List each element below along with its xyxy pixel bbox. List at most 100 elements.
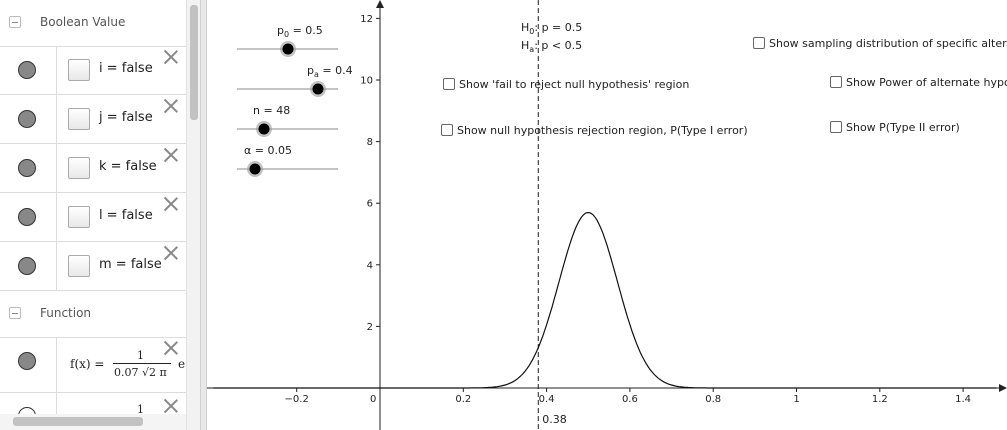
marker-cell — [0, 95, 57, 143]
visibility-toggle-icon[interactable] — [18, 208, 36, 226]
boolean-checkbox[interactable] — [68, 206, 90, 228]
type2-error-label[interactable]: Show P(Type II error) — [846, 121, 960, 134]
delete-icon[interactable] — [162, 146, 180, 164]
fail-to-reject-checkbox[interactable] — [443, 78, 455, 90]
y-tick-label: 12 — [360, 14, 373, 25]
boolean-definition[interactable]: m = false — [99, 257, 162, 272]
algebra-view: Boolean Value i = false j = false k = fa… — [0, 0, 200, 430]
group-header-function[interactable]: Function — [0, 291, 186, 338]
x-tick-label: 1 — [793, 394, 799, 405]
x-tick-label: 0.2 — [455, 394, 471, 405]
function-numerator: 1 — [137, 349, 144, 362]
fail-to-reject-option[interactable]: Show 'fail to reject null hypothesis' re… — [443, 78, 689, 91]
visibility-toggle-icon[interactable] — [18, 110, 36, 128]
sampling-distribution-checkbox[interactable] — [753, 37, 765, 49]
group-title-boolean: Boolean Value — [40, 15, 126, 29]
vertical-scrollbar[interactable] — [186, 0, 200, 430]
visibility-toggle-icon[interactable] — [18, 257, 36, 275]
algebra-row-k[interactable]: k = false — [0, 144, 186, 193]
boolean-definition[interactable]: i = false — [99, 61, 153, 76]
collapse-icon[interactable] — [9, 307, 21, 319]
boolean-definition[interactable]: l = false — [99, 208, 153, 223]
x-tick-label: 0.4 — [539, 394, 555, 405]
x-tick-label: 0 — [370, 394, 376, 405]
y-tick-label: 2 — [367, 322, 373, 333]
x-tick-label: −0.2 — [285, 394, 309, 405]
boolean-checkbox[interactable] — [68, 157, 90, 179]
x-axis-arrow-icon — [999, 384, 1007, 392]
algebra-row-i[interactable]: i = false — [0, 46, 186, 95]
y-tick-label: 8 — [367, 137, 373, 148]
slider-knob[interactable] — [258, 123, 270, 135]
marker-cell — [0, 46, 57, 94]
slider-knob[interactable] — [312, 83, 324, 95]
function-exp: e — [178, 357, 186, 371]
horizontal-scrollbar[interactable] — [0, 414, 186, 430]
delete-icon[interactable] — [162, 339, 180, 357]
delete-icon[interactable] — [162, 397, 180, 415]
marker-cell — [0, 193, 57, 241]
visibility-toggle-icon[interactable] — [18, 352, 36, 370]
delete-icon[interactable] — [162, 195, 180, 213]
panel-divider[interactable] — [200, 0, 207, 430]
x-tick-label: 0.6 — [622, 394, 638, 405]
x-tick-label: 0.8 — [705, 394, 721, 405]
group-header-boolean[interactable]: Boolean Value — [0, 0, 186, 47]
type2-error-option[interactable]: Show P(Type II error) — [830, 121, 960, 134]
power-checkbox[interactable] — [830, 76, 842, 88]
slider-label-n: n = 48 — [253, 104, 290, 117]
boolean-checkbox[interactable] — [68, 108, 90, 130]
alternate-hypothesis-text: Ha: p < 0.5 — [521, 39, 582, 54]
slider-alpha[interactable]: α = 0.05 — [237, 144, 338, 177]
slider-pa[interactable]: pa = 0.4 — [237, 64, 353, 97]
algebra-row-j[interactable]: j = false — [0, 95, 186, 144]
graph-plot[interactable]: 2 4 6 8 10 12 −0.2 0 0.2 0.4 0.6 0.8 1 1.2 1.4 0.38 p… — [207, 0, 1007, 430]
algebra-list: Boolean Value i = false j = false k = fa… — [0, 0, 186, 430]
next-function-numerator: 1 — [137, 403, 144, 416]
collapse-icon[interactable] — [9, 16, 21, 28]
y-axis-arrow-icon — [376, 0, 384, 8]
slider-knob[interactable] — [249, 163, 261, 175]
slider-label-p0: p0 = 0.5 — [277, 24, 323, 39]
slider-knob[interactable] — [282, 43, 294, 55]
graphics-view[interactable]: 2 4 6 8 10 12 −0.2 0 0.2 0.4 0.6 0.8 1 1.2 1.4 0.38 p… — [207, 0, 1007, 430]
boolean-checkbox[interactable] — [68, 255, 90, 277]
slider-n[interactable]: n = 48 — [237, 104, 338, 137]
algebra-row-f[interactable]: f(x) = 1 0.07 √2 π e — [0, 337, 186, 393]
algebra-row-l[interactable]: l = false — [0, 193, 186, 242]
group-title-function: Function — [40, 306, 92, 320]
x-tick-label: 1.4 — [955, 394, 971, 405]
slider-label-alpha: α = 0.05 — [244, 144, 292, 157]
horizontal-scroll-thumb[interactable] — [13, 417, 143, 426]
marker-cell — [0, 242, 57, 290]
slider-label-pa: pa = 0.4 — [307, 64, 353, 79]
rejection-region-option[interactable]: Show null hypothesis rejection region, P… — [441, 124, 748, 137]
sampling-distribution-label[interactable]: Show sampling distribution of specific a… — [769, 37, 1007, 50]
power-label[interactable]: Show Power of alternate hypothesis — [846, 76, 1007, 89]
boolean-checkbox[interactable] — [68, 59, 90, 81]
sampling-distribution-curve[interactable] — [213, 212, 997, 389]
rejection-region-label[interactable]: Show null hypothesis rejection region, P… — [457, 124, 748, 137]
fail-to-reject-label[interactable]: Show 'fail to reject null hypothesis' re… — [459, 78, 690, 91]
boolean-definition[interactable]: j = false — [99, 110, 153, 125]
sampling-distribution-option[interactable]: Show sampling distribution of specific a… — [753, 37, 1007, 50]
function-denominator: 0.07 √2 π — [114, 366, 167, 379]
visibility-toggle-icon[interactable] — [18, 159, 36, 177]
function-lhs[interactable]: f(x) = — [70, 357, 105, 371]
visibility-toggle-icon[interactable] — [18, 61, 36, 79]
fraction-bar — [113, 363, 171, 364]
slider-p0[interactable]: p0 = 0.5 — [237, 24, 338, 57]
power-option[interactable]: Show Power of alternate hypothesis — [830, 76, 1007, 89]
delete-icon[interactable] — [162, 244, 180, 262]
boolean-definition[interactable]: k = false — [99, 159, 157, 174]
y-tick-label: 4 — [367, 260, 373, 271]
critical-value-label: 0.38 — [542, 413, 567, 426]
algebra-row-m[interactable]: m = false — [0, 242, 186, 291]
y-axis-ticks: 2 4 6 8 10 12 — [360, 14, 380, 333]
rejection-region-checkbox[interactable] — [441, 124, 453, 136]
type2-error-checkbox[interactable] — [830, 121, 842, 133]
x-axis-ticks: −0.2 0 0.2 0.4 0.6 0.8 1 1.2 1.4 — [285, 388, 971, 405]
delete-icon[interactable] — [162, 48, 180, 66]
delete-icon[interactable] — [162, 97, 180, 115]
vertical-scroll-thumb[interactable] — [190, 5, 198, 120]
